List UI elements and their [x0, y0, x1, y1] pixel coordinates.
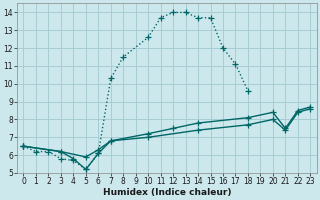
X-axis label: Humidex (Indice chaleur): Humidex (Indice chaleur)	[103, 188, 231, 197]
